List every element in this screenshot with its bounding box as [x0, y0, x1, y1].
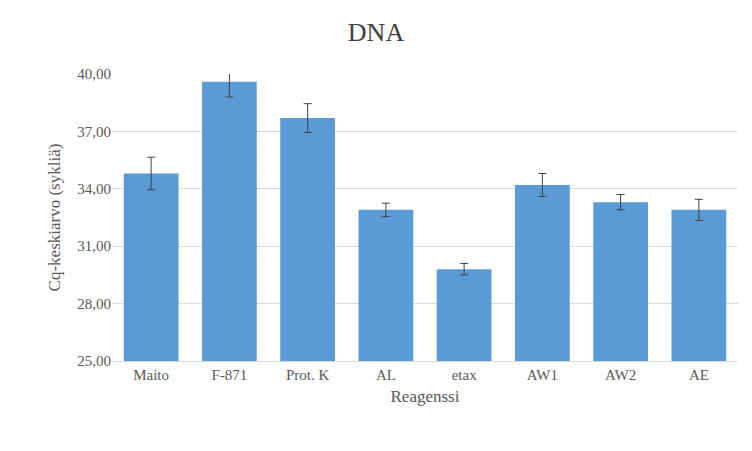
svg-text:F-871: F-871	[211, 367, 247, 383]
svg-text:Prot. K: Prot. K	[286, 367, 330, 383]
svg-text:40,00: 40,00	[77, 66, 111, 82]
svg-text:Reagenssi: Reagenssi	[391, 387, 460, 406]
svg-text:34,00: 34,00	[77, 181, 111, 197]
svg-text:etax: etax	[452, 367, 477, 383]
svg-text:AE: AE	[689, 367, 709, 383]
svg-text:DNA: DNA	[348, 18, 405, 47]
svg-text:37,00: 37,00	[77, 124, 111, 140]
svg-text:31,00: 31,00	[77, 238, 111, 254]
svg-text:Maito: Maito	[133, 367, 169, 383]
svg-text:Cq-keskiarvo (sykliä): Cq-keskiarvo (sykliä)	[45, 144, 64, 292]
svg-text:AL: AL	[376, 367, 396, 383]
svg-text:28,00: 28,00	[77, 296, 111, 312]
svg-text:AW1: AW1	[527, 367, 558, 383]
svg-text:25,00: 25,00	[77, 353, 111, 369]
svg-text:AW2: AW2	[605, 367, 636, 383]
